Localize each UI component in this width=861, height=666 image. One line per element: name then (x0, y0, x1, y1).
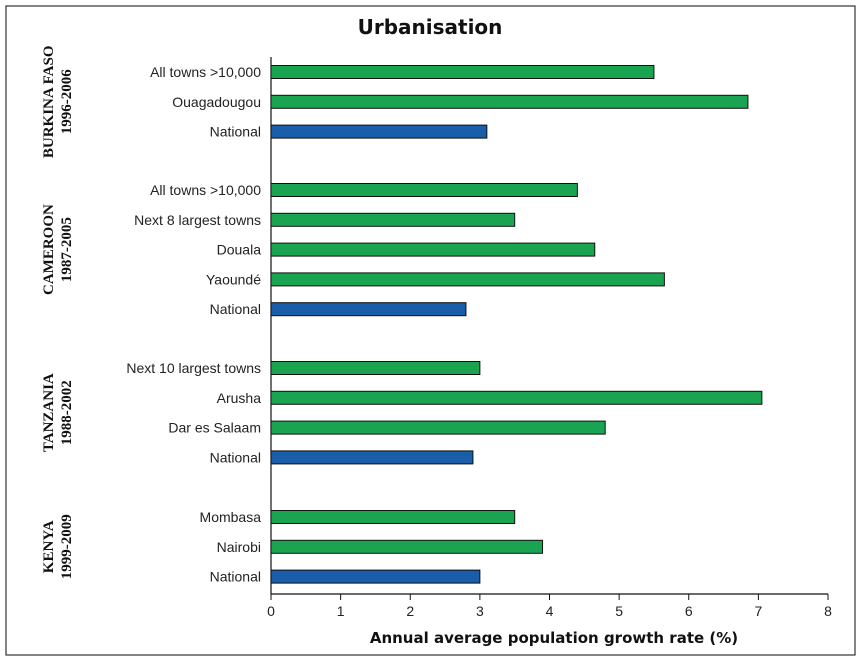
x-tick-label: 4 (546, 603, 554, 619)
category-labels: All towns >10,000 Ouagadougou National All … (126, 64, 261, 585)
chart-title: Urbanisation (358, 15, 503, 39)
bar-city (270, 212, 516, 227)
bar-city (270, 94, 749, 109)
group-label: TANZANIA 1988-2002 (41, 373, 75, 452)
x-tick-label: 2 (406, 603, 414, 619)
category-label: Nairobi (217, 539, 261, 555)
category-label: National (210, 449, 261, 465)
bar-city (270, 539, 544, 554)
x-axis-ticks: 0 1 2 3 4 5 6 7 8 (267, 594, 832, 619)
bar-city (270, 390, 763, 405)
category-label: Next 8 largest towns (134, 212, 261, 228)
bar-city (270, 242, 596, 257)
bar-national (270, 302, 467, 317)
group-label-period: 1999-2009 (59, 514, 75, 579)
category-label: All towns >10,000 (150, 64, 261, 80)
category-label: National (210, 301, 261, 317)
group-label-period: 1987-2005 (59, 217, 75, 282)
group-labels: BURKINA FASO 1996-2006 CAMEROON 1987-2005 TA… (41, 45, 75, 579)
group-label: CAMEROON 1987-2005 (41, 204, 75, 295)
bar-national (270, 450, 474, 465)
category-label: All towns >10,000 (150, 182, 261, 198)
category-label: Douala (217, 242, 262, 258)
x-tick-label: 5 (615, 603, 623, 619)
group-label-country: BURKINA FASO (41, 45, 57, 158)
category-label: Ouagadougou (172, 94, 261, 110)
category-label: National (210, 124, 261, 140)
group-label-country: CAMEROON (41, 204, 57, 295)
bar-city (270, 361, 481, 375)
category-label: Arusha (217, 390, 262, 406)
x-tick-label: 3 (476, 603, 484, 619)
group-label: BURKINA FASO 1996-2006 (41, 45, 75, 158)
bar-city (270, 510, 516, 524)
bar-city (270, 183, 578, 197)
category-label: Next 10 largest towns (126, 360, 261, 376)
group-label-country: TANZANIA (41, 373, 57, 452)
bar-national (270, 569, 481, 584)
group-label-period: 1996-2006 (59, 69, 75, 134)
category-label: Yaoundé (206, 271, 261, 287)
bars (270, 65, 763, 584)
x-axis-title: Annual average population growth rate (%… (370, 629, 738, 647)
bar-national (270, 124, 488, 139)
category-label: Mombasa (200, 509, 262, 525)
bar-city (270, 65, 655, 79)
x-tick-label: 7 (754, 603, 762, 619)
bar-city (270, 420, 606, 435)
bar-city (270, 272, 665, 287)
category-label: National (210, 569, 261, 585)
x-tick-label: 0 (267, 603, 275, 619)
x-tick-label: 1 (337, 603, 345, 619)
group-label: KENYA 1999-2009 (41, 514, 75, 579)
category-label: Dar es Salaam (168, 420, 261, 436)
x-tick-label: 6 (685, 603, 693, 619)
x-tick-label: 8 (824, 603, 832, 619)
group-label-country: KENYA (41, 520, 57, 573)
group-label-period: 1988-2002 (59, 380, 75, 445)
